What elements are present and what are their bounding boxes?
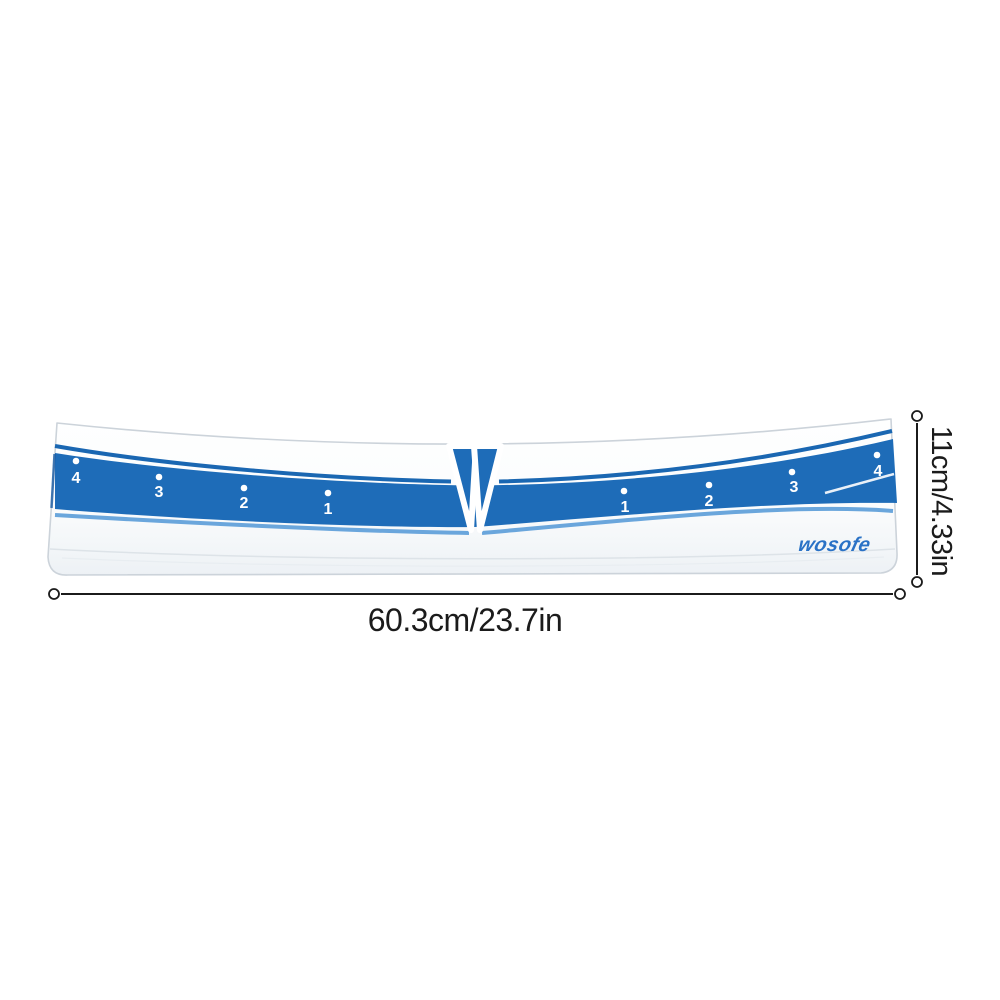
marker-dot <box>705 481 713 489</box>
marker-dot <box>873 451 881 459</box>
top-accent-line-left <box>54 444 452 484</box>
marker-number: 2 <box>240 495 249 512</box>
alignment-wedge-left <box>446 443 479 533</box>
dimension-endpoint <box>911 410 923 422</box>
marker-number: 3 <box>790 479 799 496</box>
width-dimension-label: 60.3cm/23.7in <box>368 602 563 638</box>
product: 4 3 2 1 1 2 3 4 wosofe <box>47 418 898 576</box>
dimension-endpoint <box>894 588 906 600</box>
dimension-endpoint <box>48 588 60 600</box>
marker-number: 4 <box>874 463 883 480</box>
marker-numbers-left: 4 3 2 1 <box>72 470 333 518</box>
marker-dot <box>155 473 163 481</box>
dimension-annotations: 60.3cm/23.7in 11cm/4.33in <box>48 410 957 638</box>
dimension-endpoint <box>911 576 923 588</box>
marker-number: 2 <box>705 493 714 510</box>
brand-logo: wosofe <box>796 534 873 556</box>
marker-dot <box>240 484 248 492</box>
marker-number: 4 <box>72 470 81 487</box>
base-ridge-line <box>49 548 896 560</box>
marker-number: 1 <box>621 499 630 516</box>
band-edge-highlight <box>824 472 895 495</box>
marker-dots <box>72 451 881 497</box>
marker-dot <box>620 487 628 495</box>
height-dimension-label: 11cm/4.33in <box>925 426 957 576</box>
marker-number: 3 <box>155 484 164 501</box>
bottom-pinstripe-right <box>481 506 894 535</box>
marker-number: 1 <box>324 501 333 518</box>
marker-dot <box>324 489 332 497</box>
marker-dot <box>72 457 80 465</box>
alignment-wedge-right <box>471 443 504 533</box>
marker-numbers-right: 1 2 3 4 <box>621 463 883 516</box>
band-left-edge-sliver <box>50 453 56 509</box>
base-ridge-line <box>61 556 885 567</box>
marker-dot <box>788 468 796 476</box>
top-accent-line-right <box>498 429 893 484</box>
band-stripe <box>55 439 897 528</box>
bottom-pinstripe-left <box>54 513 470 535</box>
